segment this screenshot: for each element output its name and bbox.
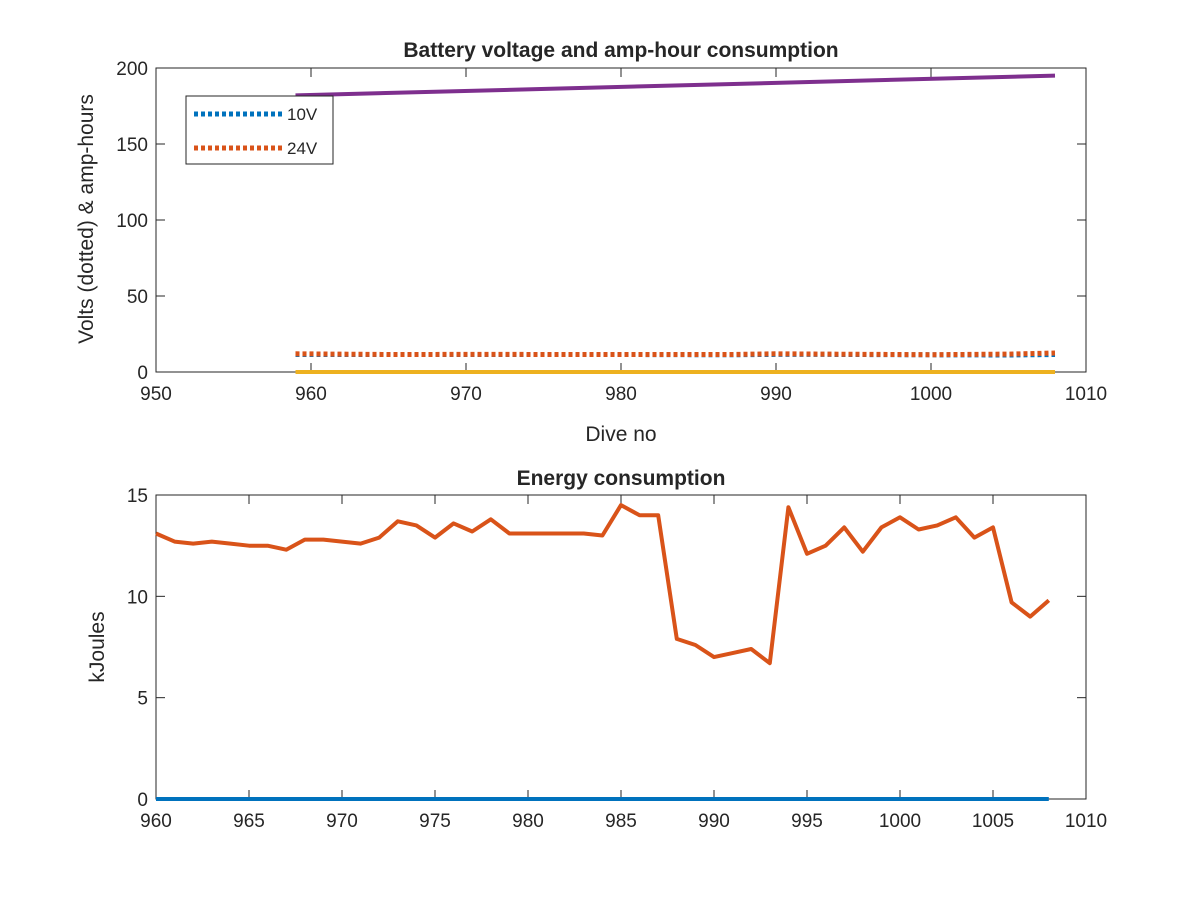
bottom-y-tick-label: 5 xyxy=(137,689,148,710)
bottom-x-tick-label: 1010 xyxy=(1065,811,1107,832)
bottom-subplot: Energy consumption 960 965 970 975 980 985 990… xyxy=(86,467,1107,832)
top-y-axis-label: Volts (dotted) & amp-hours xyxy=(75,94,98,344)
bottom-x-tick-label: 965 xyxy=(233,811,265,832)
series-24v-line xyxy=(295,350,1056,358)
bottom-chart-title: Energy consumption xyxy=(517,467,726,490)
bottom-series-1-line xyxy=(155,503,1051,666)
top-plot-area: 950 960 970 980 990 1000 1010 0 50 100 150 200 10V 24… xyxy=(116,59,1107,405)
top-y-tick-label: 0 xyxy=(137,363,148,384)
top-y-tick-label: 50 xyxy=(127,287,148,308)
bottom-y-tick-label: 10 xyxy=(127,587,148,608)
legend-label-10v: 10V xyxy=(287,105,318,124)
top-y-tick-label: 200 xyxy=(116,59,148,80)
top-x-tick-label: 990 xyxy=(760,384,792,405)
bottom-x-tick-label: 995 xyxy=(791,811,823,832)
bottom-x-tick-label: 985 xyxy=(605,811,637,832)
top-x-tick-label: 950 xyxy=(140,384,172,405)
top-x-tick-label: 1010 xyxy=(1065,384,1107,405)
bottom-x-tick-label: 960 xyxy=(140,811,172,832)
top-x-tick-label: 970 xyxy=(450,384,482,405)
bottom-plot-area: 960 965 970 975 980 985 990 995 1000 1005 1010 0 5 10… xyxy=(127,486,1107,832)
bottom-y-tick-label: 0 xyxy=(137,790,148,811)
bottom-x-tick-label: 1005 xyxy=(972,811,1014,832)
top-subplot: Battery voltage and amp-hour consumption… xyxy=(75,39,1107,446)
top-chart-title: Battery voltage and amp-hour consumption xyxy=(403,39,838,62)
top-series-3-line xyxy=(295,73,1056,98)
top-x-tick-label: 1000 xyxy=(910,384,952,405)
top-x-tick-label: 960 xyxy=(295,384,327,405)
bottom-x-tick-label: 970 xyxy=(326,811,358,832)
bottom-x-tick-label: 1000 xyxy=(879,811,921,832)
legend-label-24v: 24V xyxy=(287,139,318,158)
bottom-y-tick-label: 15 xyxy=(127,486,148,507)
bottom-x-tick-label: 975 xyxy=(419,811,451,832)
top-y-tick-label: 100 xyxy=(116,211,148,232)
legend-box xyxy=(185,95,334,165)
bottom-axes-box xyxy=(155,494,1087,800)
bottom-x-tick-label: 980 xyxy=(512,811,544,832)
top-y-tick-label: 150 xyxy=(116,135,148,156)
top-x-axis-label: Dive no xyxy=(585,423,656,446)
top-x-tick-label: 980 xyxy=(605,384,637,405)
bottom-y-axis-label: kJoules xyxy=(86,611,109,682)
bottom-x-tick-label: 990 xyxy=(698,811,730,832)
